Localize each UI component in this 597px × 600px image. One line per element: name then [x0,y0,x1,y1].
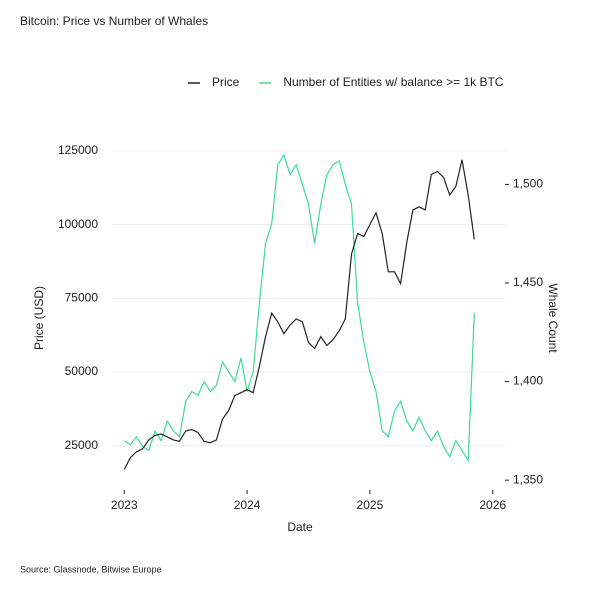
y-tick-label: 75000 [65,291,99,305]
source-note: Source: Glassnode, Bitwise Europe [20,564,162,574]
x-axis-label: Date [287,520,313,534]
y2-tick-label: 1,350 [513,472,543,486]
y2-tick-label: 1,400 [513,374,543,388]
x-tick-label: 2023 [111,498,138,512]
y2-tick-label: 1,450 [513,275,543,289]
y2-tick-label: 1,500 [513,177,543,191]
y-tick-label: 25000 [65,438,99,452]
y-tick-label: 100000 [58,217,98,231]
x-tick-label: 2024 [234,498,261,512]
x-tick-label: 2026 [479,498,506,512]
series-line [123,159,475,470]
legend-label: Price [212,75,240,89]
y-tick-label: 50000 [65,364,99,378]
chart-title: Bitcoin: Price vs Number of Whales [20,14,208,28]
y-axis-label: Price (USD) [32,286,46,350]
y2-axis-label: Whale Count [546,283,560,353]
x-tick-label: 2025 [357,498,384,512]
series-line [123,153,475,463]
legend-label: Number of Entities w/ balance >= 1k BTC [283,75,503,89]
y-tick-label: 125000 [58,143,98,157]
